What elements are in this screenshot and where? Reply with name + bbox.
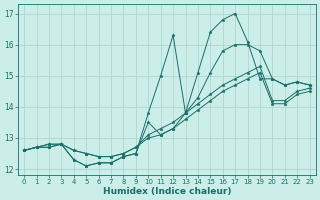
X-axis label: Humidex (Indice chaleur): Humidex (Indice chaleur) [103,187,231,196]
